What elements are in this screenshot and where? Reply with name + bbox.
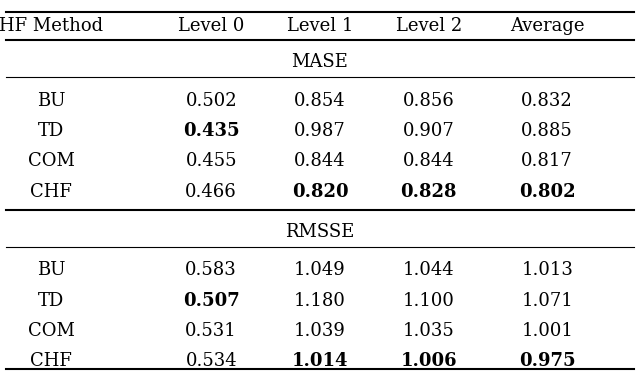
Text: 0.820: 0.820 (292, 183, 348, 201)
Text: Level 1: Level 1 (287, 17, 353, 35)
Text: 1.044: 1.044 (403, 261, 454, 279)
Text: 1.001: 1.001 (521, 322, 573, 340)
Text: 1.180: 1.180 (294, 291, 346, 310)
Text: TD: TD (38, 122, 65, 140)
Text: HF Method: HF Method (0, 17, 103, 35)
Text: 1.006: 1.006 (401, 352, 457, 370)
Text: 0.817: 0.817 (522, 152, 573, 170)
Text: 0.507: 0.507 (183, 291, 239, 310)
Text: CHF: CHF (30, 183, 72, 201)
Text: 1.039: 1.039 (294, 322, 346, 340)
Text: Average: Average (510, 17, 584, 35)
Text: 0.531: 0.531 (186, 322, 237, 340)
Text: 0.455: 0.455 (186, 152, 237, 170)
Text: 1.013: 1.013 (521, 261, 573, 279)
Text: BU: BU (37, 261, 65, 279)
Text: 0.583: 0.583 (186, 261, 237, 279)
Text: 0.987: 0.987 (294, 122, 346, 140)
Text: MASE: MASE (292, 53, 348, 71)
Text: 0.828: 0.828 (401, 183, 457, 201)
Text: COM: COM (28, 322, 75, 340)
Text: 1.100: 1.100 (403, 291, 455, 310)
Text: 1.035: 1.035 (403, 322, 454, 340)
Text: BU: BU (37, 92, 65, 110)
Text: 0.844: 0.844 (403, 152, 454, 170)
Text: 0.907: 0.907 (403, 122, 454, 140)
Text: 0.466: 0.466 (186, 183, 237, 201)
Text: 0.885: 0.885 (522, 122, 573, 140)
Text: CHF: CHF (30, 352, 72, 370)
Text: COM: COM (28, 152, 75, 170)
Text: RMSSE: RMSSE (285, 223, 355, 241)
Text: 1.049: 1.049 (294, 261, 346, 279)
Text: TD: TD (38, 291, 65, 310)
Text: 0.975: 0.975 (519, 352, 575, 370)
Text: 0.502: 0.502 (186, 92, 237, 110)
Text: 0.854: 0.854 (294, 92, 346, 110)
Text: 1.014: 1.014 (292, 352, 348, 370)
Text: 0.844: 0.844 (294, 152, 346, 170)
Text: Level 0: Level 0 (178, 17, 244, 35)
Text: 0.832: 0.832 (522, 92, 573, 110)
Text: 0.802: 0.802 (519, 183, 575, 201)
Text: 0.856: 0.856 (403, 92, 454, 110)
Text: 0.534: 0.534 (186, 352, 237, 370)
Text: Level 2: Level 2 (396, 17, 462, 35)
Text: 1.071: 1.071 (522, 291, 573, 310)
Text: 0.435: 0.435 (183, 122, 239, 140)
